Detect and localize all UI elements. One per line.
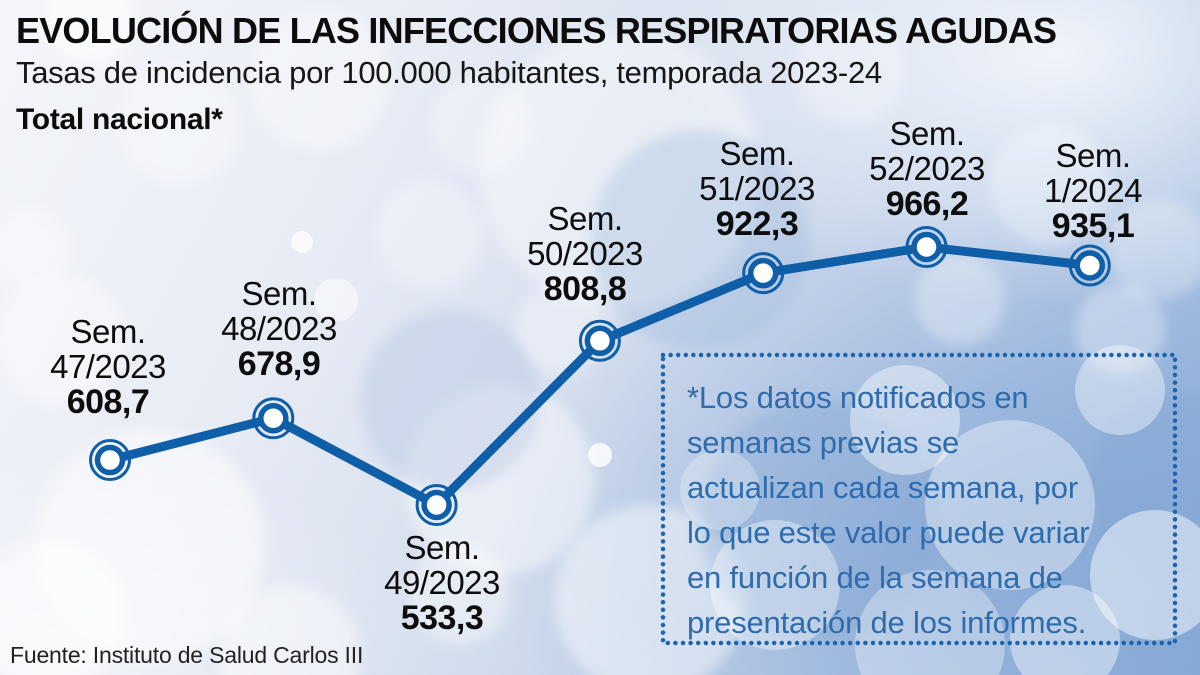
source-credit: Fuente: Instituto de Salud Carlos III	[10, 642, 364, 668]
week-label-line: Sem.	[241, 275, 317, 312]
data-point-marker	[252, 397, 295, 440]
data-point-marker	[905, 225, 948, 268]
value-label: 966,2	[885, 185, 969, 223]
week-label-line: 1/2024	[1044, 172, 1142, 209]
note-dotted-border	[660, 352, 1178, 646]
week-label-line: 47/2023	[50, 348, 166, 385]
data-point-label: Sem. 49/2023 533,3	[384, 530, 500, 637]
week-label-line: Sem.	[404, 529, 480, 566]
value-label: 935,1	[1051, 207, 1135, 245]
data-point-marker	[742, 252, 785, 295]
value-label: 922,3	[715, 205, 799, 243]
value-label: 533,3	[400, 599, 484, 637]
week-label-line: Sem.	[719, 135, 795, 172]
week-label-line: 51/2023	[699, 170, 815, 207]
page-title: EVOLUCIÓN DE LAS INFECCIONES RESPIRATORI…	[16, 10, 1057, 51]
value-label: 608,7	[66, 383, 150, 421]
week-label-line: Sem.	[889, 115, 965, 152]
note-line: lo que este valor puede variar	[687, 515, 1090, 550]
dotted-border-rect	[660, 352, 1178, 646]
series-label: Total nacional*	[16, 103, 223, 136]
week-label-line: Sem.	[70, 313, 146, 350]
note-line: en función de la semana de	[687, 560, 1063, 595]
note-line: *Los datos notificados en	[687, 380, 1029, 415]
week-label-line: 48/2023	[221, 310, 337, 347]
data-point-marker	[415, 484, 458, 526]
data-point-label: Sem. 50/2023 808,8	[527, 201, 643, 308]
crisp-bubbles	[291, 231, 1200, 675]
note-line: semanas previas se	[687, 425, 960, 460]
data-point-marker	[89, 439, 131, 482]
week-label-line: Sem.	[1055, 137, 1131, 174]
data-point-label: Sem. 48/2023 678,9	[221, 276, 337, 383]
value-label: 808,8	[543, 270, 627, 308]
note-line: presentación de los informes.	[687, 605, 1087, 640]
data-point-label: Sem. 51/2023 922,3	[699, 136, 815, 243]
week-label-line: 50/2023	[527, 235, 643, 272]
week-label-line: 49/2023	[384, 564, 500, 601]
page-subtitle: Tasas de incidencia por 100.000 habitant…	[16, 55, 882, 90]
note-text: *Los datos notificados en semanas previas…	[687, 375, 1172, 645]
data-point-marker	[578, 319, 621, 362]
data-point-label: Sem. 1/2024 935,1	[1044, 138, 1142, 245]
note-box: *Los datos notificados en semanas previas…	[660, 352, 1178, 646]
tinted-bubbles	[360, 130, 1200, 640]
note-line: actualizan cada semana, por	[687, 470, 1078, 505]
week-label-line: 52/2023	[869, 150, 985, 187]
week-label-line: Sem.	[547, 200, 623, 237]
data-point-label: Sem. 47/2023 608,7	[50, 314, 166, 421]
value-label: 678,9	[237, 345, 321, 383]
data-point-marker	[1068, 244, 1111, 287]
data-point-label: Sem. 52/2023 966,2	[869, 116, 985, 223]
